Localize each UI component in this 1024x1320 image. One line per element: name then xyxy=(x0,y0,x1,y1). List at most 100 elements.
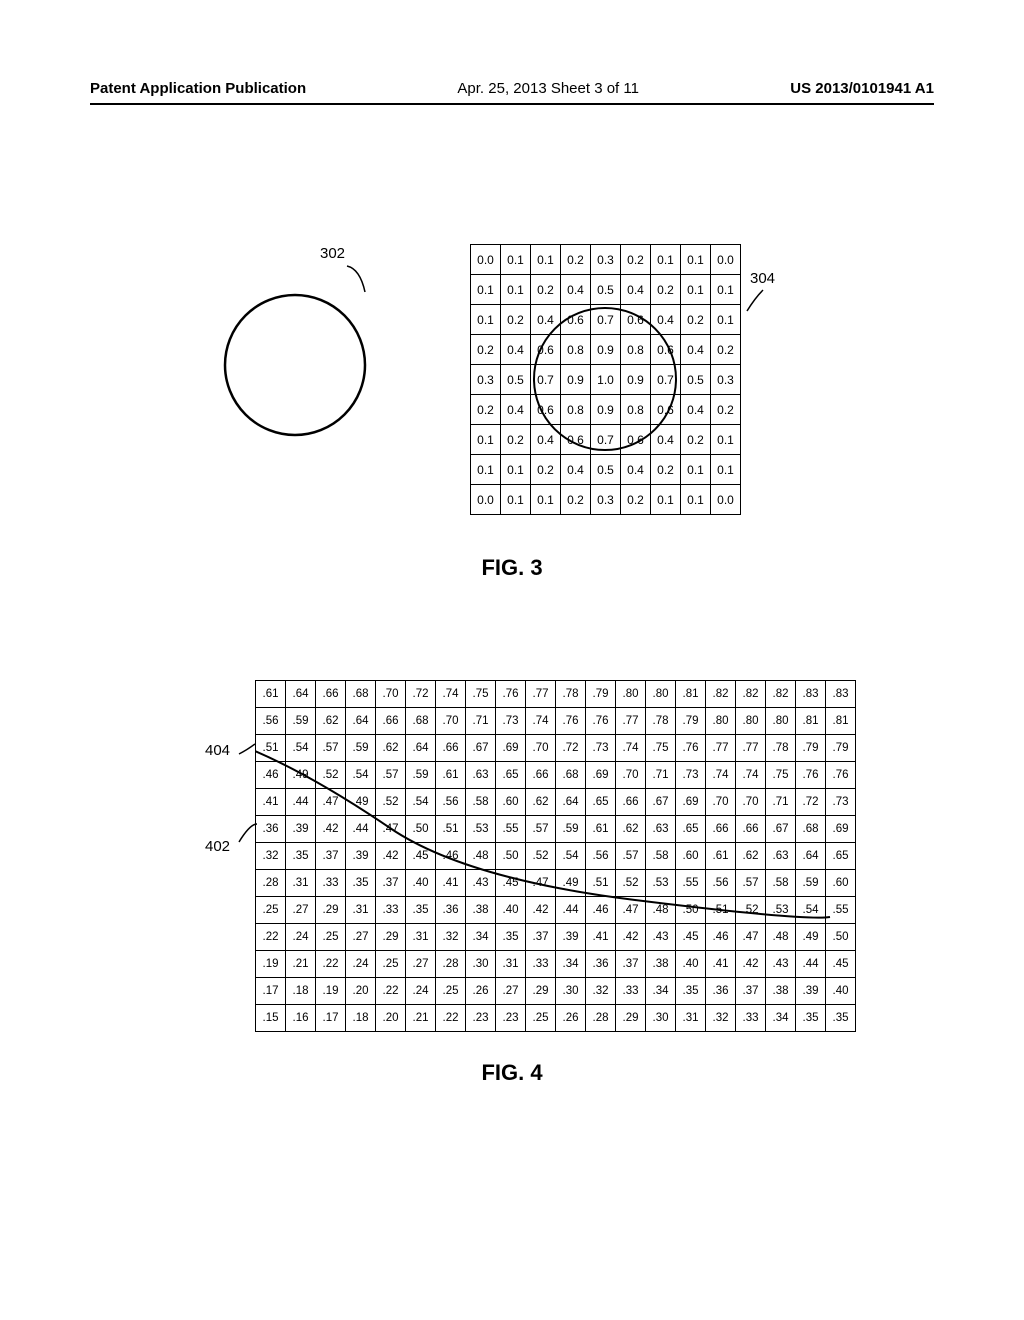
grid-402-cell: .49 xyxy=(796,924,826,951)
grid-402-cell: .45 xyxy=(676,924,706,951)
grid-402-cell: .61 xyxy=(256,681,286,708)
grid-402-cell: .42 xyxy=(376,843,406,870)
grid-402-cell: .35 xyxy=(496,924,526,951)
grid-304-cell: 0.7 xyxy=(591,425,621,455)
grid-402-cell: .35 xyxy=(826,1005,856,1032)
grid-402-cell: .25 xyxy=(316,924,346,951)
grid-402-cell: .52 xyxy=(616,870,646,897)
grid-402-cell: .28 xyxy=(586,1005,616,1032)
grid-402-cell: .64 xyxy=(796,843,826,870)
grid-402-cell: .55 xyxy=(826,897,856,924)
figure-4-caption: FIG. 4 xyxy=(0,1060,1024,1086)
grid-402-cell: .77 xyxy=(616,708,646,735)
grid-402-cell: .59 xyxy=(346,735,376,762)
grid-402-cell: .71 xyxy=(466,708,496,735)
grid-402-cell: .20 xyxy=(376,1005,406,1032)
grid-402-cell: .66 xyxy=(316,681,346,708)
grid-402-cell: .80 xyxy=(616,681,646,708)
grid-402-cell: .63 xyxy=(766,843,796,870)
grid-402-cell: .48 xyxy=(766,924,796,951)
grid-402-cell: .69 xyxy=(496,735,526,762)
grid-402-cell: .66 xyxy=(736,816,766,843)
grid-402-cell: .49 xyxy=(556,870,586,897)
grid-304-cell: 0.2 xyxy=(531,275,561,305)
grid-402-cell: .28 xyxy=(256,870,286,897)
grid-304-cell: 0.1 xyxy=(711,305,741,335)
grid-402-cell: .46 xyxy=(256,762,286,789)
grid-304-cell: 0.6 xyxy=(651,335,681,365)
grid-402-cell: .66 xyxy=(436,735,466,762)
grid-304-cell: 0.1 xyxy=(681,275,711,305)
grid-402-cell: .37 xyxy=(616,951,646,978)
grid-402-cell: .16 xyxy=(286,1005,316,1032)
grid-402-cell: .53 xyxy=(466,816,496,843)
grid-402-cell: .54 xyxy=(286,735,316,762)
grid-402-cell: .71 xyxy=(646,762,676,789)
grid-402-cell: .54 xyxy=(556,843,586,870)
header-center: Apr. 25, 2013 Sheet 3 of 11 xyxy=(457,80,639,97)
grid-402-cell: .35 xyxy=(796,1005,826,1032)
grid-304-cell: 0.4 xyxy=(561,275,591,305)
grid-304-cell: 0.8 xyxy=(561,395,591,425)
grid-304-cell: 0.1 xyxy=(711,275,741,305)
grid-402-cell: .69 xyxy=(826,816,856,843)
grid-402-cell: .32 xyxy=(436,924,466,951)
figure-3: 302 0.00.10.10.20.30.20.10.10.00.10.10.2… xyxy=(180,230,904,540)
grid-402-cell: .22 xyxy=(376,978,406,1005)
grid-402-cell: .33 xyxy=(316,870,346,897)
ref-label-402: 402 xyxy=(205,838,230,855)
grid-304-cell: 0.4 xyxy=(651,425,681,455)
grid-402-cell: .66 xyxy=(526,762,556,789)
grid-304: 0.00.10.10.20.30.20.10.10.00.10.10.20.40… xyxy=(470,244,741,515)
grid-304-cell: 0.2 xyxy=(651,275,681,305)
grid-402-cell: .38 xyxy=(766,978,796,1005)
grid-402-cell: .59 xyxy=(406,762,436,789)
grid-304-cell: 0.1 xyxy=(681,245,711,275)
lead-line-404 xyxy=(237,742,257,757)
grid-304-cell: 0.0 xyxy=(711,245,741,275)
circle-302 xyxy=(220,290,370,440)
grid-304-cell: 0.1 xyxy=(501,245,531,275)
grid-402-cell: .44 xyxy=(346,816,376,843)
page: Patent Application Publication Apr. 25, … xyxy=(0,0,1024,1320)
grid-304-cell: 0.0 xyxy=(471,485,501,515)
grid-304-cell: 0.1 xyxy=(531,245,561,275)
grid-304-cell: 0.1 xyxy=(711,425,741,455)
grid-402-cell: .54 xyxy=(406,789,436,816)
grid-304-cell: 0.8 xyxy=(621,335,651,365)
grid-402-cell: .39 xyxy=(556,924,586,951)
grid-402-cell: .51 xyxy=(706,897,736,924)
grid-402-cell: .67 xyxy=(646,789,676,816)
grid-304-cell: 0.7 xyxy=(531,365,561,395)
grid-402-cell: .68 xyxy=(556,762,586,789)
grid-402-cell: .39 xyxy=(346,843,376,870)
grid-402-cell: .53 xyxy=(646,870,676,897)
grid-402-cell: .57 xyxy=(316,735,346,762)
grid-402-cell: .59 xyxy=(286,708,316,735)
grid-402-cell: .68 xyxy=(796,816,826,843)
grid-402-cell: .65 xyxy=(826,843,856,870)
grid-402-cell: .41 xyxy=(706,951,736,978)
grid-402-cell: .52 xyxy=(316,762,346,789)
grid-402-cell: .22 xyxy=(256,924,286,951)
grid-402-cell: .47 xyxy=(526,870,556,897)
grid-402-cell: .55 xyxy=(496,816,526,843)
grid-402-cell: .27 xyxy=(406,951,436,978)
grid-402-cell: .30 xyxy=(646,1005,676,1032)
grid-402-cell: .34 xyxy=(466,924,496,951)
grid-402-cell: .44 xyxy=(796,951,826,978)
grid-304-cell: 0.2 xyxy=(621,485,651,515)
grid-304-cell: 0.2 xyxy=(531,455,561,485)
grid-402-cell: .73 xyxy=(676,762,706,789)
grid-402-cell: .31 xyxy=(286,870,316,897)
grid-402-cell: .31 xyxy=(496,951,526,978)
grid-402-cell: .72 xyxy=(796,789,826,816)
grid-402-cell: .40 xyxy=(826,978,856,1005)
grid-402-cell: .80 xyxy=(646,681,676,708)
grid-304-cell: 0.1 xyxy=(471,425,501,455)
grid-304-cell: 0.8 xyxy=(561,335,591,365)
grid-402-cell: .69 xyxy=(676,789,706,816)
grid-402-cell: .33 xyxy=(616,978,646,1005)
grid-402-cell: .41 xyxy=(436,870,466,897)
grid-402-cell: .74 xyxy=(616,735,646,762)
